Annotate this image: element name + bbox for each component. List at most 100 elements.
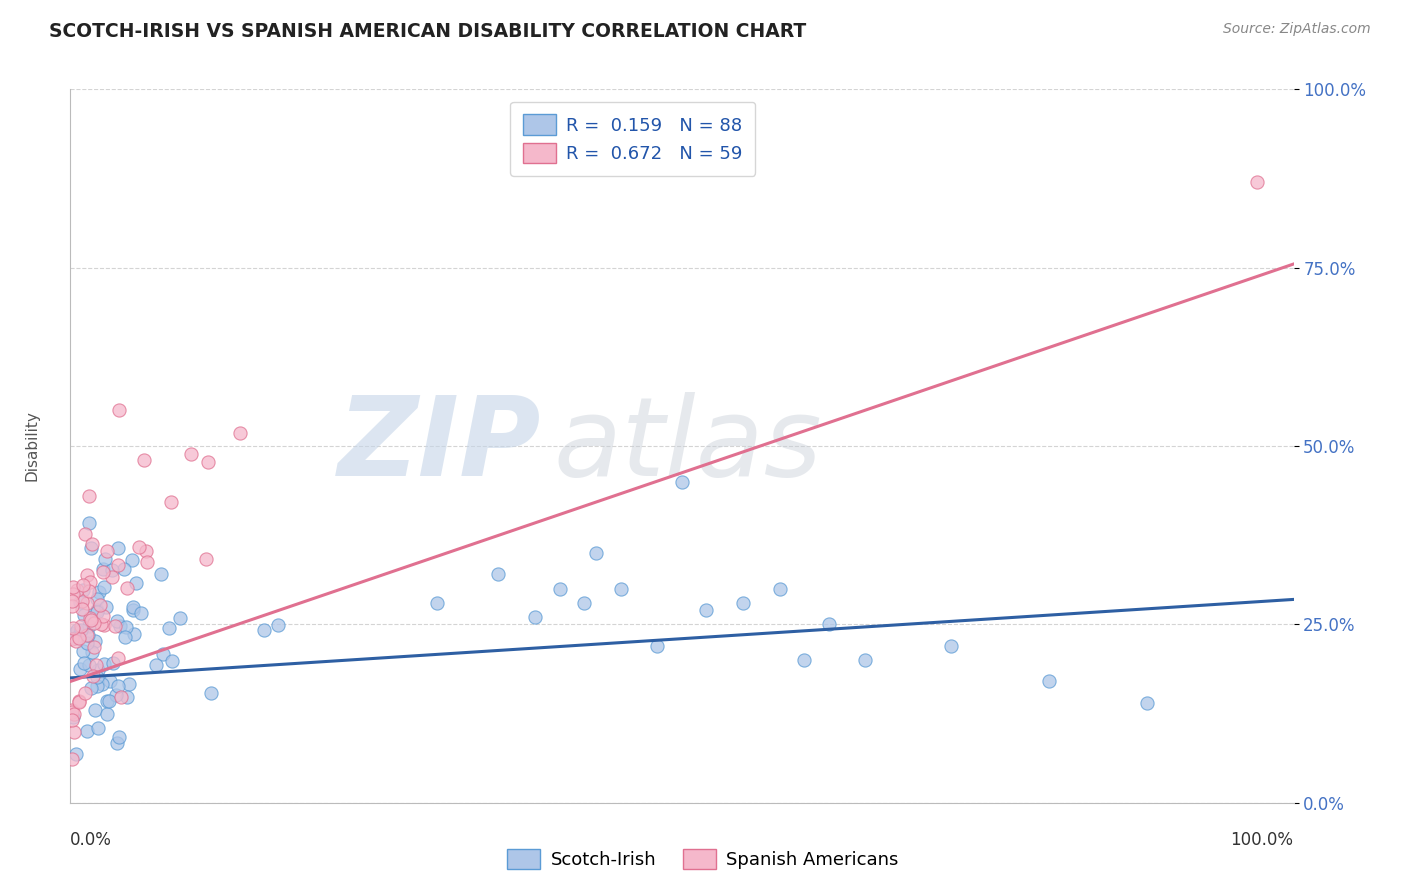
Point [132,453,155,467]
Point [87,663,110,677]
Point [91,677,114,691]
Point [77,628,100,642]
Point [87,585,110,599]
Text: SCOTCH-IRISH VS SPANISH AMERICAN DISABILITY CORRELATION CHART: SCOTCH-IRISH VS SPANISH AMERICAN DISABIL… [49,22,807,41]
Point [695,603,717,617]
Text: 100.0%: 100.0% [1230,831,1294,849]
Point [169,611,191,625]
Point [115,620,138,634]
Point [63,626,86,640]
Point [79,611,101,625]
Point [129,606,152,620]
Point [671,475,693,489]
Point [115,690,138,704]
Point [93,657,115,672]
Point [136,555,159,569]
Point [77,584,100,599]
Point [1246,175,1268,189]
Point [107,679,129,693]
Point [73,608,96,623]
Point [60,594,83,608]
Point [60,632,83,646]
Point [104,688,127,702]
Point [67,694,90,708]
Point [76,628,98,642]
Point [83,640,105,654]
Point [93,580,115,594]
Point [82,645,104,659]
Point [94,551,117,566]
Point [79,489,101,503]
Point [83,615,105,630]
Point [76,635,98,649]
Point [180,447,202,461]
Point [197,455,219,469]
Point [60,713,83,727]
Point [91,562,114,576]
Point [107,651,129,665]
Point [229,426,252,441]
Point [117,581,139,595]
Point [72,583,94,598]
Point [76,596,98,610]
Point [86,679,108,693]
Point [96,544,118,558]
Point [160,654,183,668]
Point [114,630,136,644]
Point [87,722,110,736]
Point [114,562,136,576]
Point [67,631,90,645]
Point [1038,674,1060,689]
Point [101,570,124,584]
Point [80,537,103,551]
Point [108,403,131,417]
Point [72,643,94,657]
Point [69,663,91,677]
Point [63,724,86,739]
Point [65,634,87,648]
Point [488,567,510,582]
Point [793,653,815,667]
Point [733,596,755,610]
Point [70,602,93,616]
Point [200,686,222,700]
Point [90,616,112,631]
Point [84,633,107,648]
Point [79,516,101,530]
Point [107,541,129,556]
Text: atlas: atlas [554,392,823,500]
Point [108,619,131,633]
Point [572,596,595,610]
Point [86,605,108,619]
Point [108,730,131,744]
Point [105,614,128,628]
Point [110,690,132,705]
Point [105,736,128,750]
Point [128,541,150,555]
Point [585,546,607,560]
Legend: Scotch-Irish, Spanish Americans: Scotch-Irish, Spanish Americans [498,839,908,879]
Point [610,582,633,596]
Point [62,705,84,719]
Point [195,551,218,566]
Point [97,694,120,708]
Point [769,582,792,596]
Point [62,706,84,721]
Point [93,565,115,579]
Point [80,681,103,695]
Point [70,593,93,607]
Point [939,639,962,653]
Point [79,613,101,627]
Point [252,623,274,637]
Point [82,669,104,683]
Point [145,657,167,672]
Point [76,567,98,582]
Point [89,599,111,613]
Point [62,587,84,601]
Point [86,592,108,607]
Point [160,494,183,508]
Point [122,626,145,640]
Point [83,703,105,717]
Text: Source: ZipAtlas.com: Source: ZipAtlas.com [1223,22,1371,37]
Point [73,526,96,541]
